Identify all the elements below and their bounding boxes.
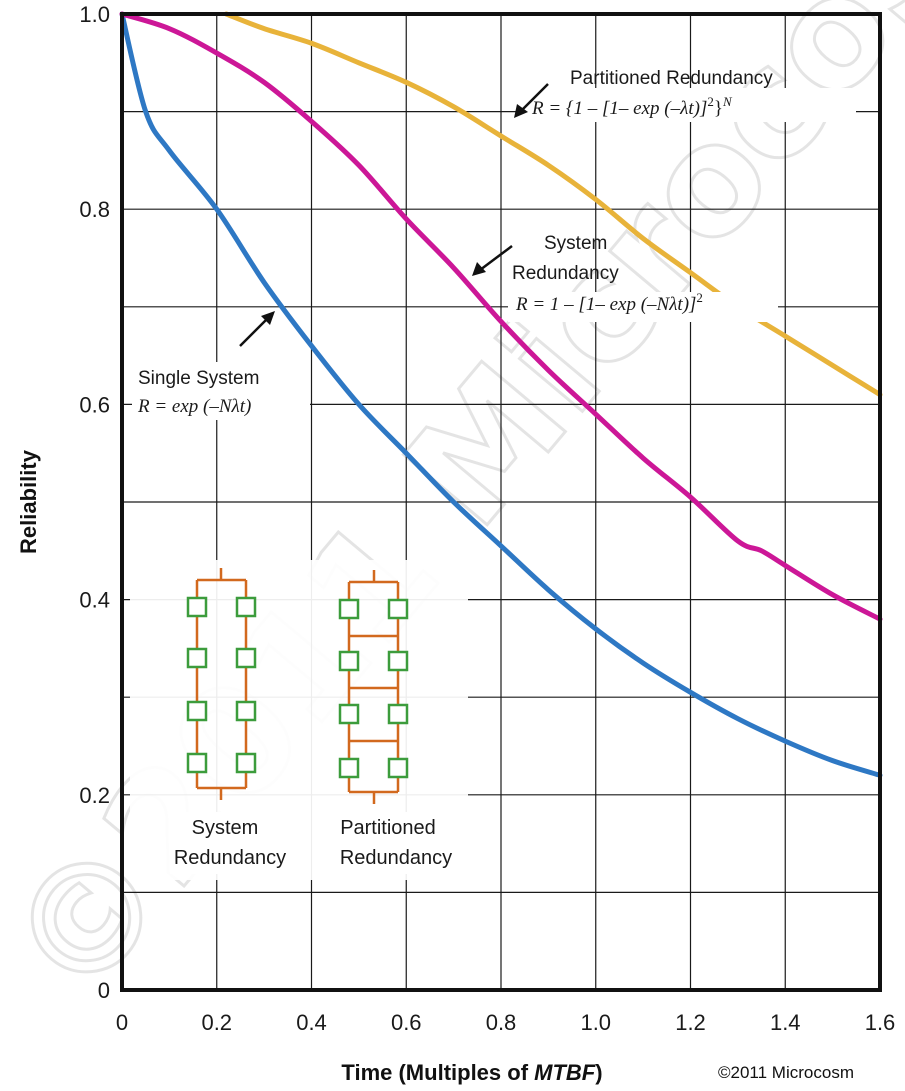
inset-partitioned-label-1: Partitioned (340, 817, 436, 839)
component-box (387, 598, 409, 620)
series-line-single (119, 11, 883, 778)
annotation-single: Single System R = exp (–Nλt) (132, 311, 310, 420)
arrow-single (239, 317, 269, 347)
component-box (186, 647, 208, 669)
x-axis-label: Time (Multiples of MTBF) (341, 1060, 602, 1085)
series-layer (119, 11, 883, 778)
component-box (387, 650, 409, 672)
annotation-partitioned-title: Partitioned Redundancy (570, 68, 773, 89)
x-tick-label: 1.6 (865, 1010, 896, 1035)
plot-frame (120, 12, 882, 992)
series-line-system (119, 11, 883, 622)
component-box (235, 596, 257, 618)
component-box (338, 703, 360, 725)
inset-system-label-2: Redundancy (174, 847, 286, 869)
inset-partitioned-redundancy (338, 570, 409, 804)
x-tick-label: 1.0 (580, 1010, 611, 1035)
inset-system-label-1: System (192, 817, 259, 839)
annotation-system-line1: System (544, 233, 607, 254)
y-tick-label: 0.2 (79, 783, 110, 808)
annotation-single-formula: R = exp (–Nλt) (137, 396, 251, 417)
arrowhead-system (472, 262, 486, 276)
component-box (235, 647, 257, 669)
y-axis-label: Reliability (16, 449, 41, 554)
annotation-partitioned: Partitioned Redundancy R = {1 – [1– exp … (514, 68, 856, 122)
annotation-partitioned-formula: R = {1 – [1– exp (–λt)]2}N (531, 94, 733, 119)
component-box (235, 700, 257, 722)
component-box (338, 650, 360, 672)
y-tick-label: 0.8 (79, 197, 110, 222)
component-box (186, 752, 208, 774)
tick-labels: 0 0.2 0.4 0.6 0.8 1.0 1.2 1.4 1.6 0 0.2 0.4 0.6 0.8 1.… (79, 2, 895, 1035)
annotation-system: System Redundancy R = 1 – [1– exp (–Nλt)… (472, 233, 778, 322)
annotation-single-line1: Single System (138, 368, 259, 389)
annotation-system-line2: Redundancy (512, 263, 619, 284)
y-tick-label: 0 (98, 978, 110, 1003)
y-tick-label: 0.4 (79, 588, 110, 613)
x-tick-label: 0.4 (296, 1010, 327, 1035)
arrow-system (479, 245, 513, 271)
annotation-system-formula: R = 1 – [1– exp (–Nλt)]2 (515, 290, 703, 315)
component-box (235, 752, 257, 774)
arrowhead-single (261, 311, 275, 325)
x-tick-label: 0.2 (201, 1010, 232, 1035)
series-line-partitioned (223, 11, 883, 398)
component-box (338, 757, 360, 779)
inset-partitioned-label-2: Redundancy (340, 847, 452, 869)
x-tick-label: 0.6 (391, 1010, 422, 1035)
x-tick-label: 0 (116, 1010, 128, 1035)
x-tick-label: 1.2 (675, 1010, 706, 1035)
y-tick-label: 1.0 (79, 2, 110, 27)
y-tick-label: 0.6 (79, 392, 110, 417)
redundancy-inset: System Redundancy Partitioned Redundancy (130, 560, 468, 880)
arrow-partitioned (519, 83, 549, 113)
component-box (387, 757, 409, 779)
component-box (387, 703, 409, 725)
component-box (186, 700, 208, 722)
arrowhead-partitioned (514, 104, 528, 118)
component-box (186, 596, 208, 618)
inset-system-redundancy (186, 568, 257, 800)
component-box (338, 598, 360, 620)
copyright-notice: ©2011 Microcosm (718, 1063, 854, 1082)
x-tick-label: 1.4 (770, 1010, 801, 1035)
x-tick-label: 0.8 (486, 1010, 517, 1035)
